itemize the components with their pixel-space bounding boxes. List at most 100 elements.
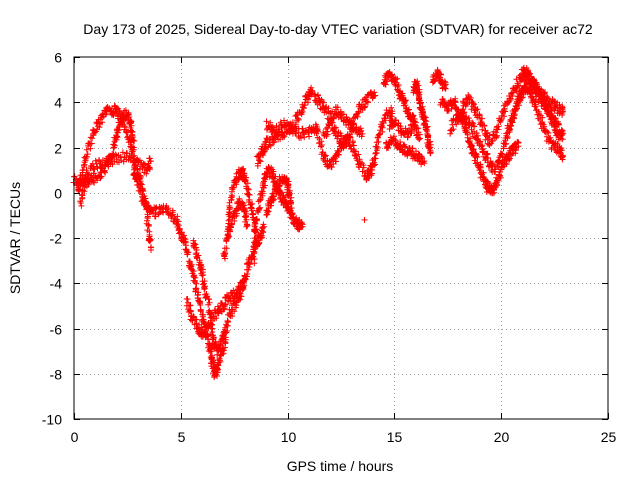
data-point <box>231 217 238 224</box>
data-point <box>199 266 206 273</box>
data-point <box>495 123 502 130</box>
data-point <box>130 144 137 151</box>
data-point <box>469 119 476 126</box>
data-point <box>251 235 258 242</box>
data-point <box>334 104 341 111</box>
data-point <box>427 149 434 155</box>
data-point <box>497 173 503 180</box>
y-tick-label: 2 <box>54 141 62 157</box>
data-point <box>545 107 552 114</box>
data-point <box>322 152 329 159</box>
data-point <box>228 197 235 204</box>
data-point <box>483 151 490 158</box>
data-point <box>483 130 490 137</box>
data-point <box>256 157 263 164</box>
data-point <box>465 115 472 122</box>
data-point <box>373 150 380 156</box>
data-point <box>249 200 256 207</box>
data-point <box>558 147 565 154</box>
data-point <box>79 171 86 178</box>
data-point <box>394 75 401 82</box>
data-point <box>110 141 117 148</box>
data-point <box>214 373 220 379</box>
data-point <box>529 93 536 100</box>
data-point <box>357 125 364 132</box>
data-point <box>335 151 342 158</box>
data-point <box>245 266 252 273</box>
data-point <box>288 205 295 211</box>
data-point <box>226 209 232 216</box>
data-point <box>379 124 386 131</box>
data-point <box>256 239 263 246</box>
data-point <box>526 70 533 77</box>
axis-ticks: 0 5 10 15 20 25 -10 -8 -6 -4 -2 0 2 4 6 <box>42 50 617 446</box>
data-point <box>402 97 409 104</box>
data-point <box>499 153 506 160</box>
data-point <box>274 186 281 192</box>
data-point <box>555 121 562 128</box>
data-point <box>286 191 293 198</box>
data-point <box>467 94 474 101</box>
data-point <box>239 284 246 291</box>
data-point <box>78 202 85 209</box>
data-point <box>244 221 250 228</box>
data-point <box>193 247 200 253</box>
data-point <box>417 135 423 142</box>
data-point <box>187 302 194 309</box>
data-point <box>225 217 232 224</box>
data-point <box>241 213 248 220</box>
data-point <box>285 182 291 189</box>
data-point <box>259 192 266 199</box>
data-point <box>473 130 480 136</box>
data-point <box>215 362 222 369</box>
data-point <box>474 106 481 113</box>
data-point <box>318 138 325 145</box>
data-point <box>264 209 271 216</box>
data-point <box>258 232 265 239</box>
data-point <box>467 135 474 142</box>
data-point <box>127 157 134 164</box>
data-point <box>97 174 104 181</box>
data-point <box>469 142 475 149</box>
data-point <box>207 348 214 355</box>
data-point <box>374 144 381 151</box>
data-point <box>84 151 91 158</box>
data-point <box>382 117 389 124</box>
data-point <box>123 129 130 136</box>
data-point <box>71 173 78 180</box>
data-point <box>195 291 201 298</box>
data-point <box>197 262 204 269</box>
data-point <box>146 228 153 235</box>
data-point <box>304 96 311 103</box>
data-point <box>424 123 431 130</box>
data-point <box>201 286 208 293</box>
data-point <box>83 146 90 153</box>
data-point <box>541 98 548 105</box>
data-point <box>376 131 383 138</box>
data-point <box>147 158 154 165</box>
data-point <box>202 328 209 335</box>
data-point <box>261 144 268 151</box>
data-point <box>229 313 236 319</box>
data-point <box>410 112 417 119</box>
data-point <box>545 130 552 136</box>
data-point <box>80 162 87 169</box>
data-point <box>395 82 402 88</box>
data-point <box>459 106 466 113</box>
data-point <box>418 107 425 113</box>
data-point <box>525 69 532 76</box>
data-point <box>299 221 306 228</box>
data-point <box>91 166 98 173</box>
data-point <box>402 102 409 109</box>
data-point <box>137 188 144 195</box>
data-point <box>404 152 411 159</box>
data-point <box>105 161 112 168</box>
data-point <box>305 129 312 136</box>
data-point <box>243 174 249 181</box>
data-point <box>202 283 208 290</box>
data-point <box>516 102 522 109</box>
data-point <box>332 158 339 165</box>
data-point <box>423 118 430 125</box>
data-point <box>560 130 567 137</box>
data-point <box>196 298 202 305</box>
